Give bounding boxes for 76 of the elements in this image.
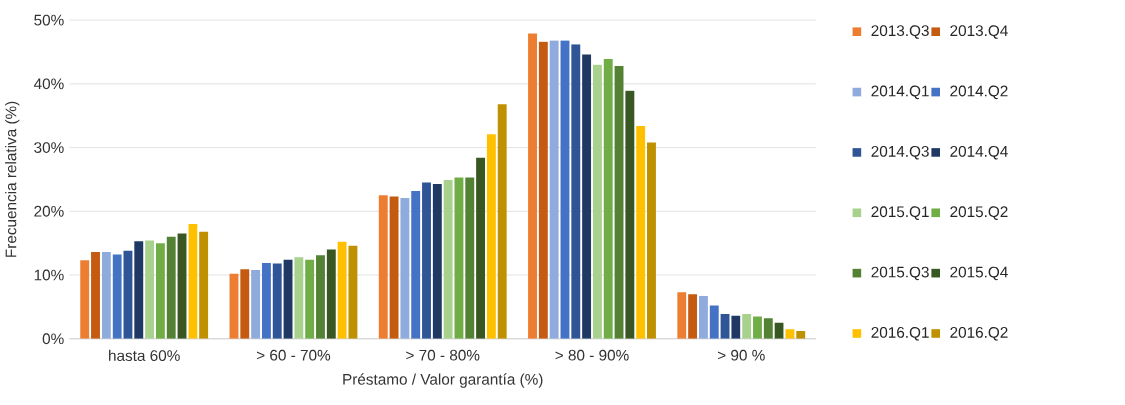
x-axis-title: Préstamo / Valor garantía (%) <box>343 373 543 388</box>
legend-label: 2013.Q4 <box>950 25 1008 39</box>
legend-label: 2015.Q2 <box>950 206 1008 220</box>
bar <box>155 243 165 339</box>
legend-label: 2014.Q2 <box>950 85 1008 100</box>
bar <box>251 270 261 339</box>
y-tick-label: 20% <box>34 205 64 217</box>
y-tick-label: 0% <box>42 333 64 345</box>
bar <box>688 294 698 339</box>
bar <box>166 236 176 339</box>
bar <box>538 41 548 339</box>
bar <box>625 90 635 339</box>
bar <box>80 260 90 339</box>
bar <box>497 104 507 339</box>
bar <box>305 259 315 339</box>
bar <box>337 241 347 339</box>
bar <box>411 191 421 339</box>
y-tick-label: 10% <box>34 269 64 281</box>
bar <box>326 249 336 339</box>
x-tick-label: > 70 - 80% <box>406 349 480 361</box>
bar <box>443 180 453 339</box>
bar <box>796 331 806 339</box>
bar <box>753 316 762 339</box>
bar <box>592 64 602 339</box>
legend-label: 2014.Q1 <box>871 85 929 100</box>
bar <box>400 198 410 339</box>
bar <box>294 257 304 339</box>
bar <box>240 269 250 339</box>
x-tick-label: hasta 60% <box>109 349 180 362</box>
bar <box>199 231 209 339</box>
bar <box>785 329 795 339</box>
bar <box>614 66 624 339</box>
bar <box>348 245 358 339</box>
bar <box>528 33 537 339</box>
legend-label: 2016.Q2 <box>950 327 1008 341</box>
bar <box>134 241 144 339</box>
bar <box>112 254 122 339</box>
bar <box>636 126 646 339</box>
y-tick-label: 40% <box>33 78 64 90</box>
bar <box>560 40 570 339</box>
bar <box>763 318 773 339</box>
y-tick-label: 30% <box>34 142 64 154</box>
bar <box>101 252 111 339</box>
bar <box>549 40 559 339</box>
bar <box>316 255 325 339</box>
x-tick-label: > 60 - 70% <box>256 349 331 361</box>
x-tick-label: > 80 - 90% <box>555 349 629 361</box>
legend-label: 2014.Q3 <box>871 146 929 160</box>
legend-label: 2015.Q3 <box>871 266 929 281</box>
legend-label: 2016.Q1 <box>871 327 929 341</box>
x-tick-label: > 90 % <box>717 349 765 361</box>
bar <box>677 292 687 339</box>
bar <box>476 157 486 339</box>
bar <box>272 263 282 339</box>
bar <box>422 182 431 339</box>
bar <box>432 183 442 339</box>
legend-label: 2014.Q4 <box>950 146 1008 160</box>
y-axis-title: Frecuencia relativa (%) <box>5 101 20 257</box>
bar <box>91 252 100 339</box>
legend-label: 2013.Q3 <box>871 25 929 39</box>
legend-label: 2015.Q4 <box>950 266 1008 281</box>
y-tick-label: 50% <box>34 14 64 26</box>
bar <box>742 314 752 339</box>
bar <box>378 195 388 339</box>
bar <box>261 263 271 339</box>
bar <box>709 305 719 339</box>
bar <box>465 177 475 339</box>
bar <box>486 134 496 339</box>
bar <box>698 296 708 339</box>
bar <box>582 54 592 339</box>
legend-label: 2015.Q1 <box>871 206 929 220</box>
bar <box>389 196 399 339</box>
bar <box>731 315 741 339</box>
bar <box>603 59 613 339</box>
bar <box>571 44 581 339</box>
bar <box>647 142 656 339</box>
